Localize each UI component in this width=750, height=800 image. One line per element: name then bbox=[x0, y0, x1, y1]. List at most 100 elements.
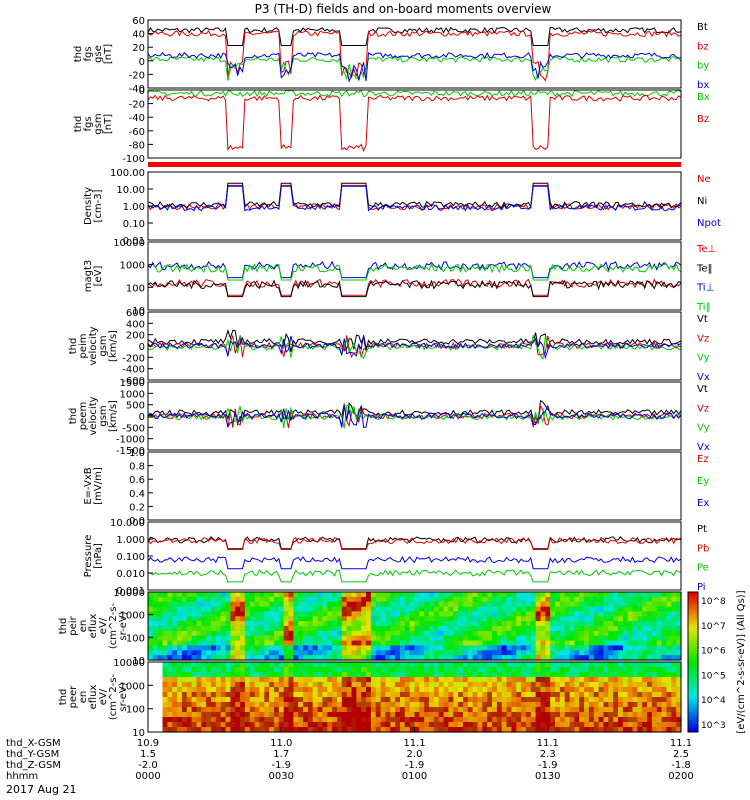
heatmap-cell bbox=[201, 662, 207, 668]
heatmap-cell bbox=[579, 626, 585, 632]
heatmap-cell bbox=[269, 592, 275, 598]
heatmap-cell bbox=[477, 702, 483, 708]
heatmap-cell bbox=[579, 702, 585, 708]
heatmap-cell bbox=[676, 677, 682, 683]
heatmap-cell bbox=[482, 662, 488, 668]
heatmap-cell bbox=[327, 592, 333, 598]
heatmap-cell bbox=[385, 702, 391, 708]
heatmap-cell bbox=[443, 611, 449, 617]
heatmap-cell bbox=[487, 717, 493, 723]
heatmap-cell bbox=[525, 630, 532, 637]
heatmap-cell bbox=[167, 601, 173, 608]
heatmap-cell bbox=[303, 717, 309, 723]
x-tick-label: 1.5 bbox=[140, 749, 156, 760]
heatmap-cell bbox=[603, 672, 609, 678]
heatmap-cell bbox=[433, 630, 440, 637]
heatmap-cell bbox=[327, 697, 333, 703]
heatmap-cell bbox=[676, 630, 682, 637]
heatmap-cell bbox=[317, 592, 323, 598]
heatmap-cell bbox=[167, 722, 173, 728]
legend-Pi: Pi bbox=[697, 582, 706, 593]
heatmap-cell bbox=[341, 606, 348, 613]
axis-row-label: thd_Y-GSM bbox=[6, 749, 59, 760]
heatmap-cell bbox=[307, 697, 314, 703]
heatmap-cell bbox=[157, 606, 164, 613]
heatmap-cell bbox=[511, 655, 517, 661]
heatmap-cell bbox=[215, 707, 222, 713]
heatmap-cell bbox=[148, 667, 154, 673]
heatmap-cell bbox=[220, 707, 227, 713]
heatmap-cell bbox=[259, 662, 265, 668]
heatmap-cell bbox=[671, 682, 677, 688]
heatmap-cell bbox=[632, 672, 638, 678]
y-axis-label-line: [nT] bbox=[103, 44, 114, 64]
heatmap-cell bbox=[516, 645, 522, 651]
heatmap-cell bbox=[375, 697, 382, 703]
heatmap-cell bbox=[235, 606, 241, 613]
heatmap-cell bbox=[317, 611, 323, 617]
heatmap-cell bbox=[535, 635, 541, 642]
heatmap-cell bbox=[337, 662, 343, 668]
heatmap-cell bbox=[172, 682, 178, 688]
heatmap-cell bbox=[472, 611, 478, 617]
heatmap-cell bbox=[351, 727, 357, 733]
heatmap-cell bbox=[564, 621, 571, 627]
heatmap-cell bbox=[559, 635, 566, 642]
heatmap-cell bbox=[346, 601, 353, 608]
heatmap-cell bbox=[555, 596, 561, 603]
heatmap-cell bbox=[181, 682, 188, 688]
heatmap-cell bbox=[332, 702, 338, 708]
heatmap-cell bbox=[162, 596, 168, 603]
heatmap-cell bbox=[361, 635, 367, 642]
heatmap-cell bbox=[196, 601, 202, 608]
heatmap-cell bbox=[613, 707, 619, 713]
heatmap-cell bbox=[496, 645, 503, 651]
heatmap-cell bbox=[172, 611, 178, 617]
heatmap-cell bbox=[608, 662, 614, 668]
heatmap-cell bbox=[448, 697, 454, 703]
heatmap-cell bbox=[525, 601, 532, 608]
heatmap-cell bbox=[564, 702, 571, 708]
heatmap-cell bbox=[244, 596, 251, 603]
heatmap-cell bbox=[201, 697, 207, 703]
heatmap-cell bbox=[206, 687, 212, 693]
heatmap-cell bbox=[269, 662, 275, 668]
heatmap-cell bbox=[298, 677, 304, 683]
heatmap-cell bbox=[496, 626, 503, 632]
heatmap-cell bbox=[249, 667, 256, 673]
heatmap-cell bbox=[608, 621, 614, 627]
heatmap-cell bbox=[477, 722, 483, 728]
heatmap-cell bbox=[327, 650, 333, 656]
heatmap-cell bbox=[278, 677, 285, 683]
heatmap-cell bbox=[312, 702, 319, 708]
heatmap-cell bbox=[240, 621, 246, 627]
heatmap-cell bbox=[244, 601, 251, 608]
heatmap-cell bbox=[278, 635, 285, 642]
y-axis-label-line: [cm-3] bbox=[93, 189, 104, 222]
heatmap-cell bbox=[550, 601, 556, 608]
heatmap-cell bbox=[608, 712, 614, 718]
heatmap-cell bbox=[671, 672, 677, 678]
heatmap-cell bbox=[361, 616, 367, 622]
heatmap-cell bbox=[307, 640, 314, 647]
heatmap-cell bbox=[429, 717, 435, 723]
heatmap-cell bbox=[283, 717, 290, 723]
heatmap-cell bbox=[579, 677, 585, 683]
colorbar-tick-label: 10^7 bbox=[701, 622, 726, 632]
heatmap-cell bbox=[487, 692, 493, 698]
heatmap-cell bbox=[259, 727, 265, 733]
heatmap-cell bbox=[656, 640, 663, 647]
heatmap-cell bbox=[186, 592, 193, 598]
heatmap-cell bbox=[463, 702, 469, 708]
heatmap-cell bbox=[312, 722, 319, 728]
heatmap-cell bbox=[598, 611, 604, 617]
heatmap-cell bbox=[269, 682, 275, 688]
heatmap-cell bbox=[671, 616, 677, 622]
heatmap-cell bbox=[627, 727, 634, 733]
heatmap-cell bbox=[545, 611, 551, 617]
legend-Ey: Ey bbox=[697, 476, 709, 487]
heatmap-cell bbox=[535, 662, 541, 668]
heatmap-cell bbox=[400, 596, 406, 603]
heatmap-cell bbox=[588, 596, 595, 603]
heatmap-cell bbox=[545, 662, 551, 668]
